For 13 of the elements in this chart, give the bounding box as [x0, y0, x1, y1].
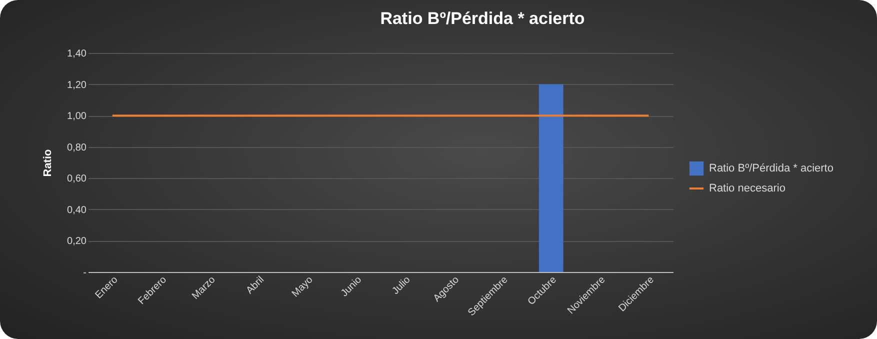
y-tick-label: 0,20: [67, 236, 87, 248]
legend-label: Ratio Bº/Pérdida * acierto: [709, 162, 834, 174]
y-tick-label: 1,00: [67, 111, 87, 122]
y-tick-label: 0,60: [67, 174, 87, 185]
y-tick-label: 1,40: [67, 48, 87, 60]
y-tick-label: 0,80: [67, 142, 87, 154]
y-tick-label: -: [83, 268, 86, 278]
y-tick-label: 1,20: [67, 80, 87, 91]
legend-label: Ratio necesario: [709, 182, 786, 194]
chart-title: Ratio Bº/Pérdida * acierto: [380, 9, 585, 28]
x-tick-label: Julio: [390, 274, 413, 297]
y-axis-title: Ratio: [42, 148, 54, 177]
y-tick-label: 0,40: [67, 204, 87, 216]
